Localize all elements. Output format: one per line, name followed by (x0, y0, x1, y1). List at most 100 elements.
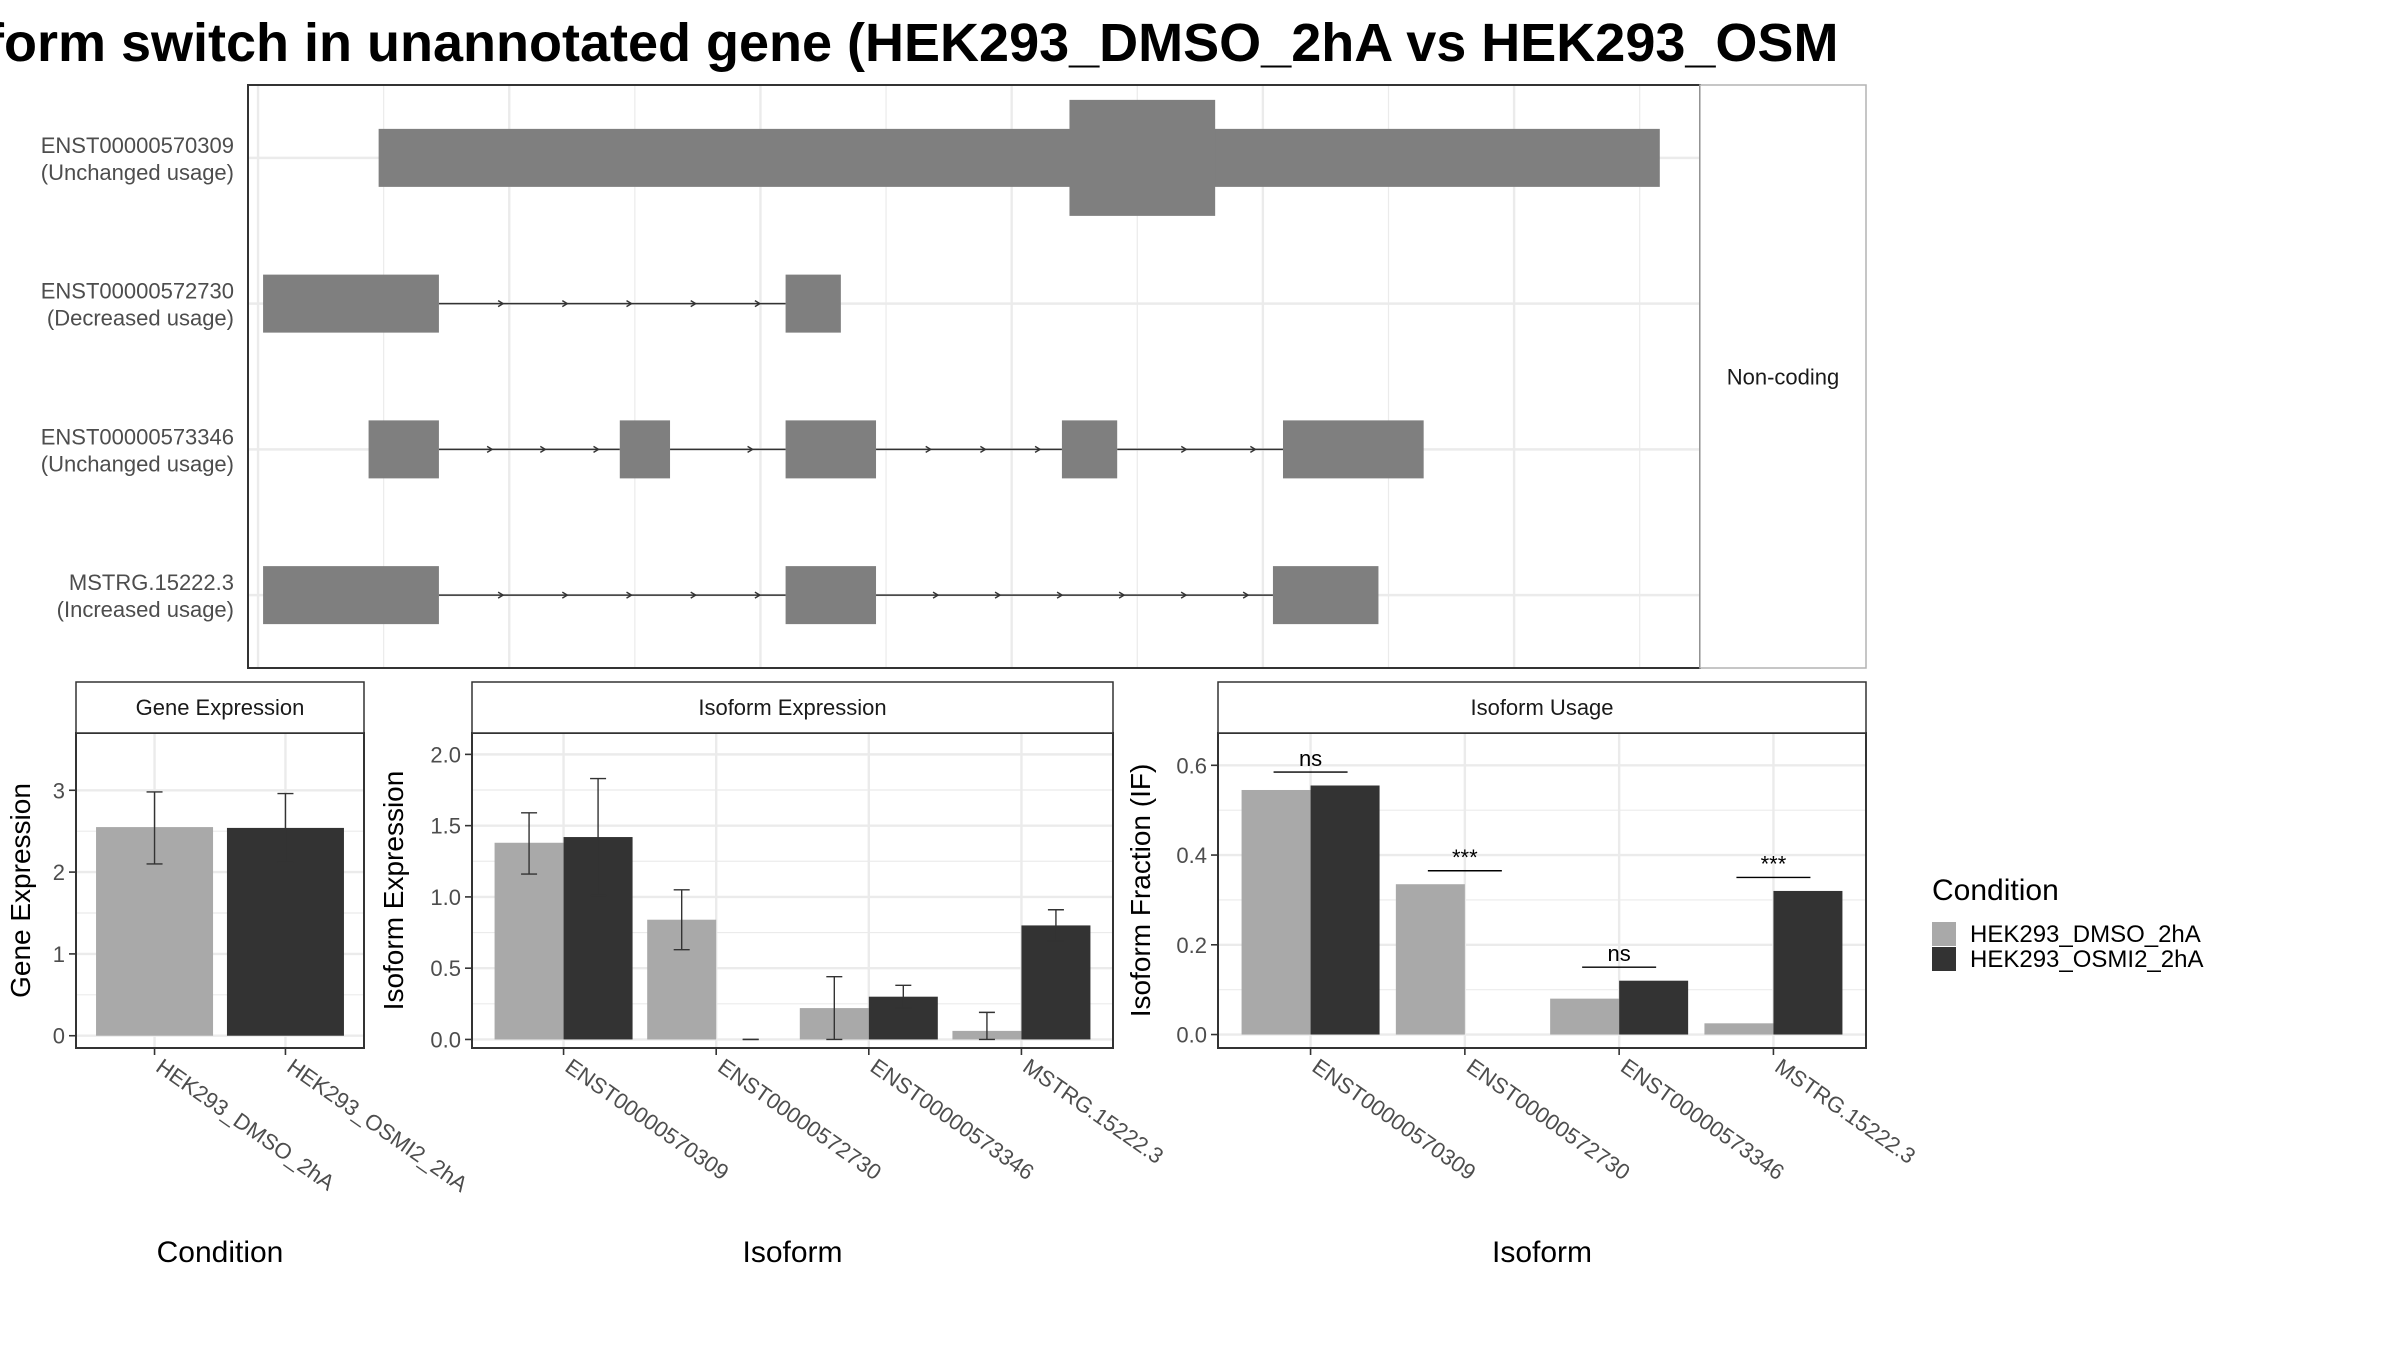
intron-arrow (747, 445, 754, 453)
significance-label: ns (1299, 746, 1322, 771)
intron-arrow (1242, 591, 1250, 599)
y-tick-label: 1.0 (430, 885, 461, 910)
intron-arrow (1180, 591, 1188, 599)
x-tick-label: ENST00000572730 (1462, 1054, 1635, 1185)
y-axis-title: Isoform Expression (378, 771, 409, 1011)
x-axis-title: Isoform (1492, 1236, 1592, 1269)
intron-arrow (497, 300, 505, 308)
bar (1619, 980, 1689, 1035)
exon (368, 420, 439, 479)
significance-label: ns (1608, 941, 1631, 966)
x-tick-label: ENST00000573346 (866, 1054, 1039, 1185)
intron-arrow (539, 445, 547, 453)
transcript-id-label: MSTRG.15222.3 (69, 570, 234, 595)
x-tick-label: ENST00000570309 (1308, 1054, 1481, 1185)
chart-title: form switch in unannotated gene (HEK293_… (0, 13, 1839, 73)
legend-label: HEK293_DMSO_2hA (1970, 921, 2201, 948)
x-tick-label: MSTRG.15222.3 (1019, 1054, 1169, 1169)
facet-strip-label: Non-coding (1727, 365, 1840, 390)
x-axis-title: Condition (157, 1236, 284, 1269)
intron-arrow (690, 591, 698, 599)
exon (785, 274, 841, 333)
intron-arrow (690, 300, 698, 308)
y-tick-label: 2.0 (430, 742, 461, 767)
y-tick-label: 0.6 (1176, 753, 1207, 778)
bar (1241, 789, 1311, 1035)
intron-arrow (626, 300, 633, 308)
transcript-usage-label: (Unchanged usage) (41, 451, 234, 476)
bar (1021, 925, 1091, 1040)
intron-arrow (486, 445, 494, 453)
intron-arrow (561, 300, 569, 308)
isoform-usage-panel: 0.0 0.2 0.4 0.6 ns *** ns *** Isoform Usage ENST0… (1125, 681, 1921, 1269)
transcript-id-label: ENST00000570309 (41, 133, 234, 158)
y-tick-label: 3 (53, 778, 65, 803)
exon (263, 274, 439, 333)
transcript-usage-label: (Decreased usage) (47, 306, 234, 331)
y-axis-title: Isoform Fraction (IF) (1125, 764, 1156, 1018)
isoform-expression-panel: 0.0 0.5 1.0 1.5 2.0 Isoform Expression ENST000… (378, 681, 1169, 1269)
intron-arrow (932, 591, 940, 599)
intron-arrow (754, 300, 762, 308)
intron-arrow (754, 591, 762, 599)
transcript-id-label: ENST00000573346 (41, 424, 234, 449)
y-tick-label: 0.0 (430, 1027, 461, 1052)
intron-arrow (994, 591, 1002, 599)
y-tick-label: 0 (53, 1024, 65, 1049)
intron-arrow (593, 445, 600, 453)
bar (1704, 1023, 1774, 1035)
facet-strip (1699, 84, 1867, 669)
facet-strip-label: Isoform Usage (1470, 695, 1613, 720)
bar (1550, 998, 1620, 1035)
exon (619, 420, 671, 479)
y-tick-label: 0.0 (1176, 1023, 1207, 1048)
facet-strip-label: Isoform Expression (698, 695, 886, 720)
bar (1310, 785, 1380, 1035)
transcript-usage-label: (Increased usage) (57, 597, 234, 622)
transcript-usage-label: (Unchanged usage) (41, 160, 234, 185)
legend-swatch (1932, 947, 1956, 971)
intron-arrow (561, 591, 569, 599)
bar (1773, 890, 1843, 1035)
facet-strip (75, 681, 365, 734)
y-tick-label: 1 (53, 942, 65, 967)
y-tick-label: 2 (53, 860, 65, 885)
exon-coding (1069, 99, 1216, 216)
exon (1282, 420, 1424, 479)
legend-label: HEK293_OSMI2_2hA (1970, 946, 2203, 973)
y-tick-label: 0.4 (1176, 843, 1207, 868)
exon (785, 566, 877, 625)
intron-arrow (626, 591, 633, 599)
intron-arrow (1249, 445, 1257, 453)
intron-arrow (1180, 445, 1188, 453)
exon (378, 128, 1660, 187)
facet-strip (1217, 681, 1867, 734)
bar (494, 842, 564, 1040)
gene-structure-panel: ENST00000570309(Unchanged usage)ENST0000… (41, 84, 1867, 669)
facet-strip-label: Gene Expression (136, 695, 305, 720)
intron-arrow (1056, 591, 1064, 599)
y-tick-label: 1.5 (430, 814, 461, 839)
x-tick-label: MSTRG.15222.3 (1771, 1054, 1921, 1169)
exon (263, 566, 439, 625)
intron-arrow (980, 445, 987, 453)
intron-arrow (925, 445, 933, 453)
y-axis-title: Gene Expression (5, 783, 36, 998)
transcript-id-label: ENST00000572730 (41, 279, 234, 304)
x-tick-label: ENST00000570309 (561, 1054, 734, 1185)
x-tick-label: ENST00000572730 (713, 1054, 886, 1185)
y-tick-label: 0.2 (1176, 933, 1207, 958)
intron-arrow (1118, 591, 1126, 599)
intron-arrow (497, 591, 505, 599)
facet-strip (471, 681, 1114, 734)
exon (1061, 420, 1118, 479)
legend-title: Condition (1932, 874, 2059, 907)
significance-label: *** (1452, 845, 1478, 870)
x-axis-title: Isoform (742, 1236, 842, 1269)
exon (785, 420, 877, 479)
significance-label: *** (1761, 851, 1787, 876)
intron-arrow (1034, 445, 1042, 453)
legend-swatch (1932, 922, 1956, 946)
